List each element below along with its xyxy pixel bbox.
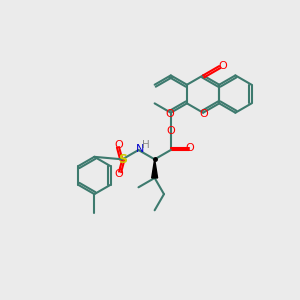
Text: H: H <box>142 140 150 150</box>
Text: O: O <box>165 109 174 119</box>
Text: O: O <box>115 140 123 150</box>
Text: N: N <box>136 144 145 154</box>
Text: O: O <box>185 143 194 153</box>
Text: O: O <box>115 169 123 178</box>
Text: O: O <box>200 109 208 119</box>
Text: O: O <box>219 61 227 71</box>
Text: O: O <box>167 126 175 136</box>
Polygon shape <box>152 159 158 178</box>
Text: S: S <box>118 153 127 166</box>
